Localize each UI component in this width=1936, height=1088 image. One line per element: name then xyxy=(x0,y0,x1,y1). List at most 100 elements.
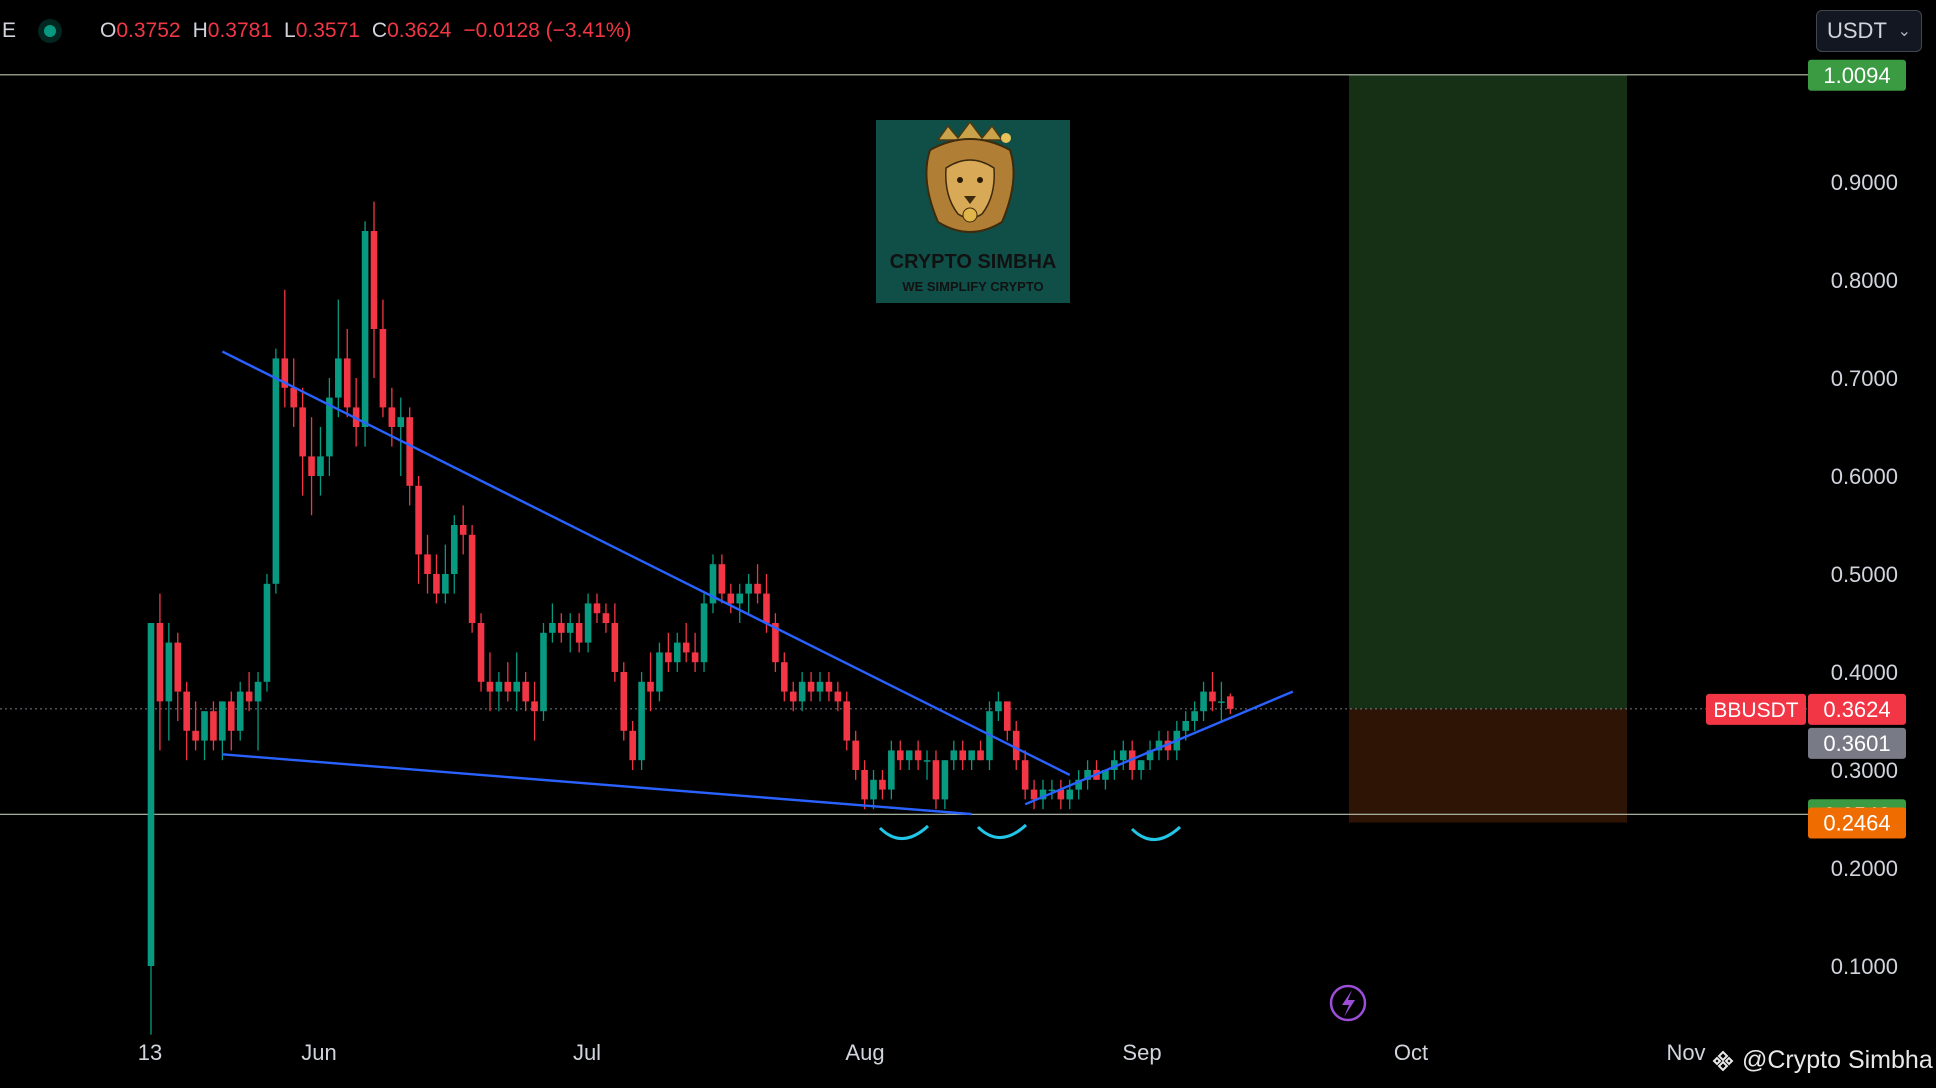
candle-body xyxy=(424,554,431,574)
candle-body xyxy=(326,397,333,457)
candle xyxy=(754,564,761,604)
candle-body xyxy=(147,623,155,966)
candle xyxy=(1084,760,1091,790)
price-tick-label: 0.6000 xyxy=(1831,464,1898,489)
candle-body xyxy=(415,485,422,555)
candle xyxy=(450,515,458,594)
candle xyxy=(673,632,681,672)
candle-body xyxy=(923,760,931,762)
candle xyxy=(156,593,164,751)
candle-body xyxy=(1021,760,1029,790)
bottom-mark xyxy=(878,824,930,840)
candle-body xyxy=(745,583,752,594)
candle-body xyxy=(397,417,405,427)
candle xyxy=(584,593,592,653)
candle-body xyxy=(272,358,280,584)
candle xyxy=(789,681,797,712)
candle-body xyxy=(727,593,735,604)
candle xyxy=(1093,760,1100,780)
candle-body xyxy=(1057,789,1065,800)
candle-body xyxy=(513,681,521,692)
candle xyxy=(1012,721,1020,770)
candle-body xyxy=(888,750,895,790)
low-label: L xyxy=(284,19,296,42)
candle-body xyxy=(290,387,298,408)
price-tick-label: 0.8000 xyxy=(1831,268,1898,293)
candle-body xyxy=(468,534,476,623)
candle-body xyxy=(879,779,886,790)
candle-body xyxy=(1119,750,1127,761)
candle xyxy=(896,740,904,770)
candle xyxy=(183,681,190,761)
price-tick-label: 0.2000 xyxy=(1831,856,1898,881)
candle-body xyxy=(772,623,779,663)
candle xyxy=(281,289,289,408)
candle xyxy=(602,603,610,633)
candle xyxy=(397,397,405,476)
candle-body xyxy=(1048,789,1056,792)
candle-body xyxy=(1137,760,1145,770)
symbol-fragment[interactable]: E xyxy=(2,19,17,42)
binance-icon xyxy=(1712,1050,1734,1071)
close-label: C xyxy=(371,19,388,42)
candle-body xyxy=(977,750,984,761)
candle-body xyxy=(1182,721,1190,731)
lightning-icon[interactable] xyxy=(1329,984,1367,1022)
candle-body xyxy=(718,564,726,594)
open-label: O xyxy=(100,19,117,42)
candle xyxy=(665,632,672,672)
candle-body xyxy=(593,603,601,614)
candle xyxy=(1048,779,1056,800)
candle xyxy=(343,329,351,418)
currency-select[interactable]: USDT ⌄ xyxy=(1816,10,1922,52)
logo-title: CRYPTO SIMBHA xyxy=(890,251,1057,273)
lower-trendline xyxy=(222,753,972,816)
candle-body xyxy=(959,750,967,761)
candle xyxy=(834,681,842,712)
candle xyxy=(736,583,744,623)
candle-body xyxy=(843,701,851,741)
market-status-dot xyxy=(44,25,57,37)
candle xyxy=(1191,701,1198,731)
candle xyxy=(201,711,208,761)
candle-body xyxy=(442,574,449,594)
candle-body xyxy=(950,750,958,761)
candle xyxy=(459,505,467,555)
candle-body xyxy=(896,750,904,761)
candle xyxy=(254,672,262,751)
candle-body xyxy=(602,613,610,623)
candle-body xyxy=(388,407,396,427)
price-tick-label: 0.3000 xyxy=(1831,758,1898,783)
candle-body xyxy=(210,711,217,741)
time-tick-label: Oct xyxy=(1394,1040,1428,1065)
watermark-text: @Crypto Simbha xyxy=(1742,1046,1933,1074)
high-value: 0.3781 xyxy=(207,19,272,42)
currency-value: USDT xyxy=(1827,18,1887,43)
candle-body xyxy=(477,623,485,682)
candle-body xyxy=(834,691,842,702)
candle xyxy=(558,613,565,643)
candle xyxy=(745,574,752,614)
candle xyxy=(629,721,636,770)
bottom-mark xyxy=(976,823,1028,839)
candle-body xyxy=(1084,770,1091,780)
price-tick-label: 0.7000 xyxy=(1831,366,1898,391)
candle-body xyxy=(174,642,182,692)
candle-body xyxy=(281,358,289,388)
candle xyxy=(843,691,851,751)
candle-body xyxy=(754,583,761,594)
candle xyxy=(495,672,503,712)
candle xyxy=(290,358,298,427)
candle-body xyxy=(825,681,833,692)
candle-body xyxy=(736,593,744,604)
candle-body xyxy=(870,779,877,800)
candle-body xyxy=(700,603,708,663)
candle xyxy=(807,672,815,702)
candle xyxy=(406,407,413,506)
lion-icon xyxy=(925,120,1015,233)
horizontal-lines xyxy=(0,74,1808,815)
time-axis: 13 Jun Jul Aug Sep Oct Nov xyxy=(138,1040,1706,1065)
candle-body xyxy=(647,681,654,692)
candle-body xyxy=(335,358,342,398)
